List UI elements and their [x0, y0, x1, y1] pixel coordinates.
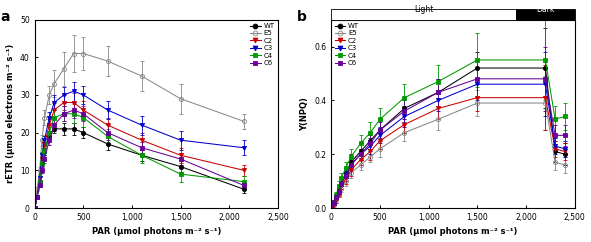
Y-axis label: Y(NPQ): Y(NPQ) — [300, 97, 309, 131]
X-axis label: PAR (μmol photons m⁻² s⁻¹): PAR (μmol photons m⁻² s⁻¹) — [388, 227, 518, 236]
Y-axis label: rETR (μmol electrons m⁻² s⁻¹): rETR (μmol electrons m⁻² s⁻¹) — [5, 44, 15, 183]
Text: Light: Light — [414, 6, 433, 15]
Bar — [516, 9, 574, 20]
X-axis label: PAR (μmol photons m⁻² s⁻¹): PAR (μmol photons m⁻² s⁻¹) — [92, 227, 221, 236]
Text: b: b — [297, 10, 307, 24]
Legend: WT, E5, C2, C3, C4, C6: WT, E5, C2, C3, C4, C6 — [333, 22, 361, 67]
Bar — [332, 9, 516, 20]
Text: a: a — [1, 10, 10, 24]
Legend: WT, E5, C2, C3, C4, C6: WT, E5, C2, C3, C4, C6 — [249, 22, 276, 67]
Text: Dark: Dark — [536, 6, 554, 15]
